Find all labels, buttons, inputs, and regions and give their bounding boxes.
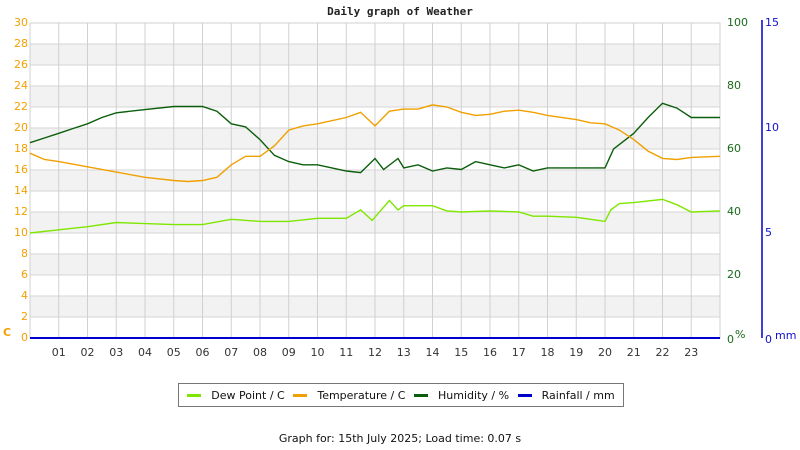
left-tick-label: 10 xyxy=(14,226,28,239)
x-tick-label: 01 xyxy=(51,346,66,359)
temperature-line xyxy=(29,104,721,183)
gridlines xyxy=(30,23,720,338)
legend-item-temperature: Temperature / C xyxy=(293,389,405,402)
x-tick-label: 02 xyxy=(80,346,95,359)
rain-tick-label: 10 xyxy=(765,121,779,134)
left-tick-label: 18 xyxy=(14,142,28,155)
temperature-swatch xyxy=(293,393,308,397)
legend-label: Dew Point / C xyxy=(211,388,285,402)
humidity-tick-label: 80 xyxy=(727,79,741,92)
x-tick-label: 11 xyxy=(339,346,354,359)
x-tick-label: 08 xyxy=(253,346,267,359)
humidity-swatch xyxy=(414,393,429,397)
left-axis-unit: C xyxy=(3,326,12,339)
footer-status: Graph for: 15th July 2025; Load time: 0.… xyxy=(278,432,522,445)
rainfall-swatch xyxy=(517,393,532,397)
left-tick-label: 26 xyxy=(14,58,28,71)
x-tick-label: 20 xyxy=(598,346,612,359)
x-tick-label: 19 xyxy=(569,346,584,359)
x-tick-label: 22 xyxy=(655,346,670,359)
x-tick-label: 09 xyxy=(281,346,296,359)
x-tick-label: 03 xyxy=(109,346,124,359)
x-tick-label: 13 xyxy=(396,346,411,359)
left-tick-label: 12 xyxy=(14,205,28,218)
left-tick-label: 20 xyxy=(14,121,28,134)
left-tick-label: 30 xyxy=(14,16,28,29)
humidity-axis-unit: % xyxy=(735,328,746,341)
x-tick-label: 05 xyxy=(166,346,181,359)
left-tick-label: 28 xyxy=(14,37,28,50)
x-tick-label: 15 xyxy=(454,346,469,359)
rain-axis-unit: mm xyxy=(775,329,797,342)
humidity-line xyxy=(29,102,720,174)
x-tick-label: 21 xyxy=(626,346,641,359)
rain-tick-label: 0 xyxy=(765,333,772,346)
x-tick-label: 16 xyxy=(483,346,497,359)
humidity-tick-label: 60 xyxy=(727,142,741,155)
x-tick-label: 12 xyxy=(368,346,382,359)
legend-label: Temperature / C xyxy=(317,388,406,402)
series-lines xyxy=(29,102,721,339)
humidity-tick-label: 100 xyxy=(727,16,748,29)
humidity-tick-label: 20 xyxy=(727,268,741,281)
left-tick-label: 16 xyxy=(14,163,28,176)
rain-tick-label: 5 xyxy=(765,226,772,239)
left-tick-label: 6 xyxy=(21,268,28,281)
rain-tick-label: 15 xyxy=(765,16,779,29)
x-tick-label: 10 xyxy=(310,346,325,359)
x-tick-label: 06 xyxy=(195,346,210,359)
legend: Dew Point / C Temperature / C Humidity /… xyxy=(178,383,624,407)
humidity-tick-label: 40 xyxy=(727,205,741,218)
left-tick-label: 2 xyxy=(21,310,28,323)
x-tick-label: 14 xyxy=(425,346,440,359)
legend-label: Humidity / % xyxy=(438,388,510,402)
left-tick-label: 14 xyxy=(14,184,28,197)
left-tick-label: 22 xyxy=(14,100,28,113)
left-tick-label: 0 xyxy=(21,331,28,344)
x-tick-label: 23 xyxy=(684,346,699,359)
x-tick-label: 04 xyxy=(138,346,152,359)
x-tick-label: 07 xyxy=(224,346,239,359)
left-tick-label: 8 xyxy=(21,247,28,260)
legend-item-rainfall: Rainfall / mm xyxy=(517,388,615,402)
legend-item-dew-point: Dew Point / C xyxy=(187,388,285,402)
dew-point-swatch xyxy=(187,393,202,397)
chart-title: Daily graph of Weather xyxy=(327,5,473,18)
legend-item-humidity: Humidity / % xyxy=(414,389,509,402)
left-tick-label: 24 xyxy=(14,79,28,92)
left-tick-label: 4 xyxy=(21,289,28,302)
x-tick-label: 18 xyxy=(540,346,555,359)
x-tick-label: 17 xyxy=(511,346,526,359)
humidity-tick-label: 0 xyxy=(727,333,734,346)
dew-line xyxy=(29,198,721,234)
legend-label: Rainfall / mm xyxy=(541,388,615,402)
